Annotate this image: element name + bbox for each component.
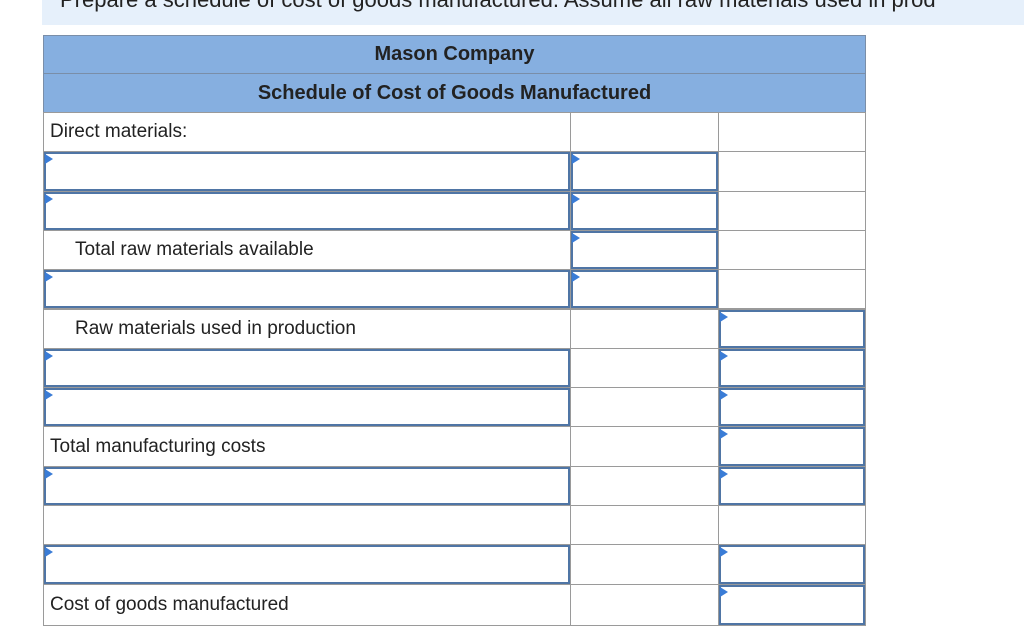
amount-cell [718, 583, 866, 626]
row-label-cell: Direct materials: [43, 112, 571, 153]
amount-cell [570, 112, 719, 153]
label-input[interactable] [44, 466, 570, 505]
amount-input[interactable] [571, 152, 718, 191]
amount-cell [718, 151, 866, 192]
amount-input[interactable] [719, 388, 865, 427]
row-label: Raw materials used in production [75, 317, 356, 339]
instruction-strip: Prepare a schedule of cost of goods manu… [42, 0, 1024, 25]
amount-cell [570, 583, 719, 626]
amount-cell [570, 505, 719, 546]
amount-cell [570, 347, 719, 389]
row-label: Total raw materials available [75, 239, 314, 261]
instruction: Prepare a schedule of cost of goods manu… [60, 0, 936, 13]
label-input[interactable] [44, 270, 570, 309]
amount-cell [718, 269, 866, 310]
row-label: Direct materials: [50, 121, 188, 143]
table-subtitle: Schedule of Cost of Goods Manufactured [43, 73, 866, 113]
row-label-cell: Total manufacturing costs [43, 426, 571, 467]
amount-input[interactable] [719, 466, 865, 505]
amount-input[interactable] [719, 348, 865, 388]
row-label-cell [43, 505, 571, 546]
amount-cell [718, 190, 866, 231]
amount-cell [570, 544, 719, 585]
amount-input[interactable] [719, 584, 865, 625]
table-title: Mason Company [43, 35, 866, 74]
label-input[interactable] [44, 152, 570, 191]
amount-cell [718, 112, 866, 153]
amount-input[interactable] [719, 545, 865, 584]
amount-input[interactable] [571, 230, 718, 270]
amount-cell [570, 426, 719, 467]
row-label: Cost of goods manufactured [50, 593, 289, 615]
label-input[interactable] [44, 191, 570, 230]
amount-cell [570, 387, 719, 428]
amount-input[interactable] [571, 270, 718, 309]
label-input[interactable] [44, 545, 570, 584]
amount-cell [718, 229, 866, 271]
amount-cell [570, 465, 719, 506]
row-label-cell: Cost of goods manufactured [43, 583, 571, 626]
row-label: Total manufacturing costs [50, 435, 266, 457]
label-input[interactable] [44, 348, 570, 388]
amount-input[interactable] [571, 191, 718, 230]
amount-cell [570, 308, 719, 349]
amount-input[interactable] [719, 427, 865, 466]
row-label-cell: Raw materials used in production [43, 308, 571, 349]
amount-input[interactable] [719, 309, 865, 348]
label-input[interactable] [44, 388, 570, 427]
amount-cell [718, 505, 866, 546]
row-label-cell: Total raw materials available [43, 229, 571, 271]
